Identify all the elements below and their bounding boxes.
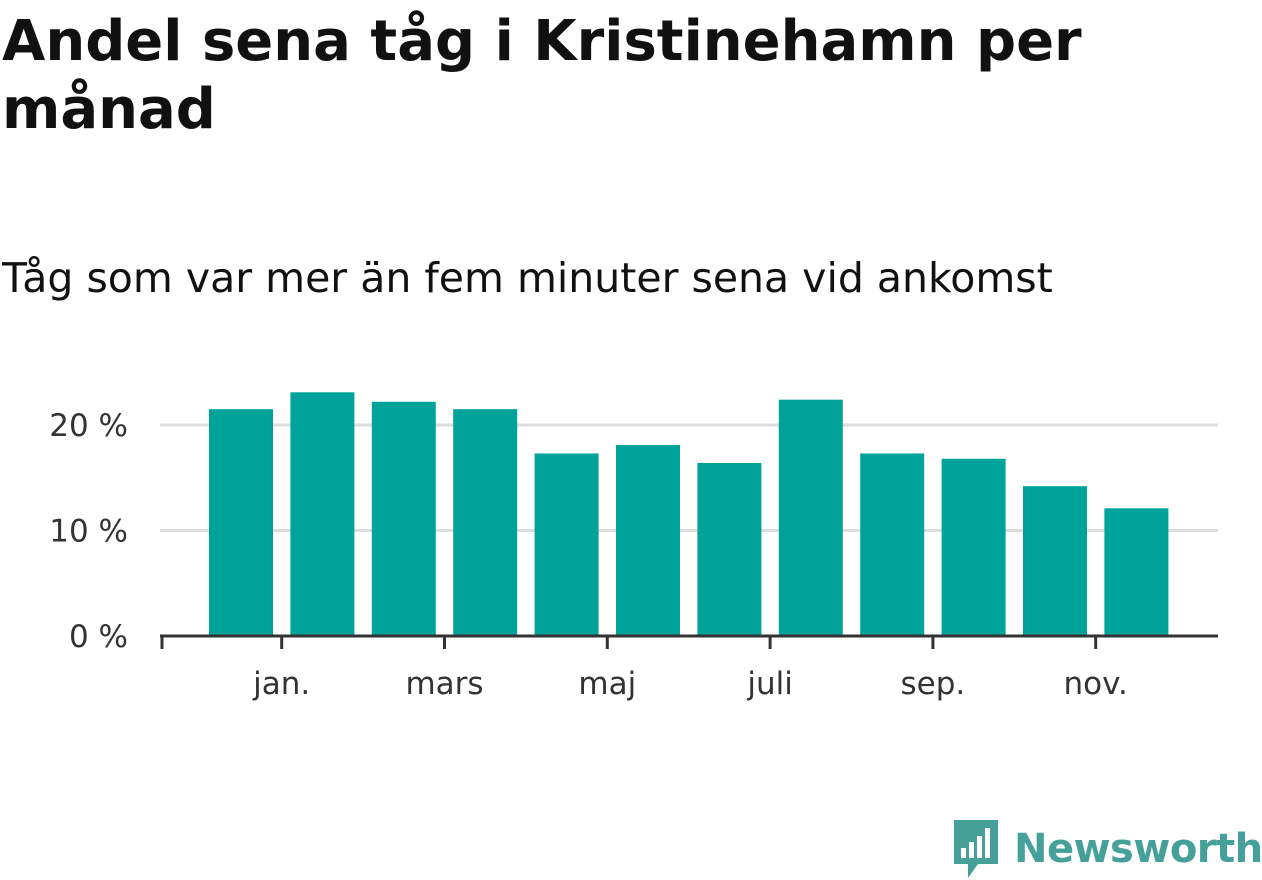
bar-feb [371,401,436,636]
chart-title: Andel sena tåg i Kristinehamn per månad [2,9,1082,142]
chart-subtitle: Tåg som var mer än fem minuter sena vid … [2,254,1053,302]
brand-logo: Newsworthy [950,818,1262,880]
x-tick-label: mars [405,666,483,702]
x-axis: jan. mars maj juli sep. nov. [160,634,1218,702]
bar-maj [616,445,680,636]
x-tick-label: maj [578,666,636,702]
x-tick-label: juli [746,666,793,702]
bar-mars [453,409,518,636]
y-tick-label: 10 % [49,514,128,550]
bar-chart: 0 % 10 % 20 % jan. mars maj juli sep. nov. [49,392,1218,702]
newsworthy-logo-icon [954,820,998,878]
bar-juli [778,399,843,636]
bar-okt [1023,486,1087,636]
bar-aug [860,453,925,636]
bar-nov [1104,508,1169,636]
x-tick-label: nov. [1063,666,1127,702]
y-tick-label: 20 % [49,408,128,444]
x-tick-label: sep. [901,666,966,702]
bar-sep [941,458,1006,636]
bar-dec [209,409,273,636]
bar-april [534,453,599,636]
y-axis-labels: 0 % 10 % 20 % [49,408,128,655]
x-tick-label: jan. [252,666,310,702]
bar-jan [290,392,355,636]
bar-juni [697,462,762,636]
bars [209,392,1169,636]
brand-name: Newsworthy [1014,826,1262,872]
y-tick-label: 0 % [69,619,128,655]
